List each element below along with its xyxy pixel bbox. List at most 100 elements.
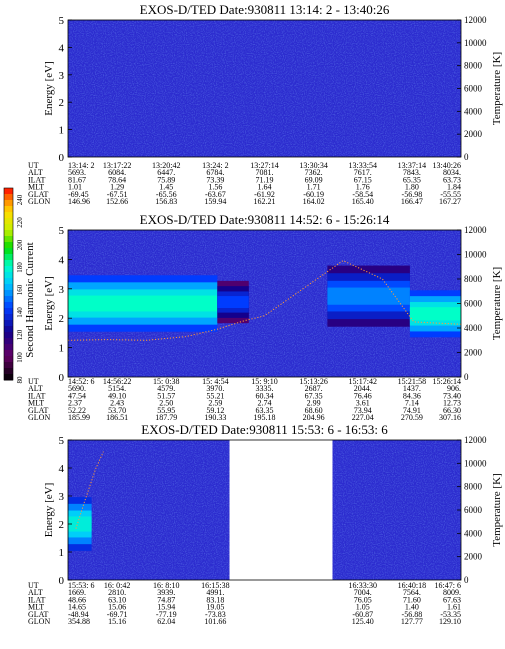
colorbar-swatch bbox=[4, 236, 13, 243]
y-tick-label: 0 bbox=[59, 372, 65, 384]
table-cell: 1.84 bbox=[447, 183, 461, 192]
table-row-label: ILAT bbox=[28, 175, 45, 184]
table-cell: -55.55 bbox=[440, 190, 461, 199]
y-tick-label: 0 bbox=[59, 152, 65, 164]
table-row-label: GLAT bbox=[28, 406, 49, 415]
table-cell: 51.57 bbox=[157, 391, 175, 400]
y2-tick-label: 0 bbox=[464, 372, 469, 382]
table-cell: 68.60 bbox=[305, 406, 323, 415]
table-cell: 186.51 bbox=[106, 413, 128, 422]
colorbar-tick-label: 220 bbox=[16, 217, 24, 228]
table-cell: 1.56 bbox=[208, 183, 222, 192]
table-cell: 16:15:38 bbox=[201, 581, 229, 590]
table-cell: 2.37 bbox=[68, 399, 82, 408]
table-cell: 162.21 bbox=[254, 197, 276, 206]
table-cell: 13:30:34 bbox=[299, 161, 327, 170]
colorbar-swatch bbox=[4, 350, 13, 357]
y2-tick-label: 0 bbox=[464, 575, 469, 585]
table-cell: 159.94 bbox=[204, 197, 226, 206]
colorbar-tick-label: 100 bbox=[16, 352, 24, 363]
y2-tick-label: 8000 bbox=[464, 61, 483, 71]
table-cell: 8009. bbox=[443, 588, 461, 597]
table-cell: 8034. bbox=[443, 168, 461, 177]
table-cell: 1.64 bbox=[258, 183, 272, 192]
y2-axis-label: Temperature [K] bbox=[491, 267, 503, 340]
spectrogram-band bbox=[327, 287, 410, 305]
colorbar-swatch bbox=[4, 314, 13, 321]
table-cell: 1.01 bbox=[68, 183, 82, 192]
table-cell: 270.59 bbox=[401, 413, 423, 422]
table-cell: 13:37:14 bbox=[398, 161, 426, 170]
table-row-label: MLT bbox=[28, 399, 44, 408]
table-cell: 227.04 bbox=[352, 413, 374, 422]
table-cell: 67.35 bbox=[305, 391, 323, 400]
table-cell: 2.99 bbox=[307, 399, 321, 408]
table-cell: 16:33:30 bbox=[349, 581, 377, 590]
table-cell: 307.16 bbox=[439, 413, 461, 422]
table-cell: 1437. bbox=[403, 384, 421, 393]
y2-tick-label: 2000 bbox=[464, 552, 483, 562]
table-row-label: UT bbox=[28, 161, 39, 170]
table-row-label: ALT bbox=[28, 384, 43, 393]
y2-tick-label: 4000 bbox=[464, 106, 483, 116]
table-cell: 5693. bbox=[68, 168, 86, 177]
table-cell: 15.06 bbox=[108, 603, 126, 612]
table-cell: 14:56:22 bbox=[103, 377, 131, 386]
colorbar-swatch bbox=[4, 224, 13, 231]
table-cell: 1.80 bbox=[405, 183, 419, 192]
table-cell: 48.66 bbox=[68, 595, 86, 604]
y2-tick-label: 10000 bbox=[464, 458, 487, 468]
table-cell: 2044. bbox=[354, 384, 372, 393]
table-cell: 83.18 bbox=[206, 595, 224, 604]
table-cell: 187.79 bbox=[155, 413, 177, 422]
table-cell: 59.12 bbox=[206, 406, 224, 415]
table-cell: 13:17:22 bbox=[103, 161, 131, 170]
temperature-trace bbox=[75, 451, 104, 529]
table-row-label: UT bbox=[28, 377, 39, 386]
y2-tick-label: 8000 bbox=[464, 274, 483, 284]
y2-tick-label: 6000 bbox=[464, 299, 483, 309]
table-cell: 2.74 bbox=[258, 399, 272, 408]
y-axis-label: Energy [eV] bbox=[43, 61, 55, 115]
table-cell: 71.19 bbox=[256, 175, 274, 184]
colorbar-swatch bbox=[4, 374, 13, 381]
colorbar-swatch bbox=[4, 302, 13, 309]
table-cell: 76.05 bbox=[354, 595, 372, 604]
table-cell: 67.63 bbox=[443, 595, 461, 604]
table-cell: -61.92 bbox=[254, 190, 275, 199]
panel-title: EXOS-D/TED Date:930811 13:14: 2 - 13:40:… bbox=[140, 2, 390, 17]
table-cell: -48.94 bbox=[68, 610, 89, 619]
colorbar-swatch bbox=[4, 194, 13, 201]
table-row-label: MLT bbox=[28, 603, 44, 612]
table-cell: 6084. bbox=[108, 168, 126, 177]
table-cell: 13:14: 2 bbox=[68, 161, 94, 170]
table-cell: -56.98 bbox=[402, 190, 423, 199]
colorbar-label: Second Harmonic Current bbox=[24, 242, 36, 357]
y-tick-label: 3 bbox=[59, 284, 65, 296]
y-axis-label: Energy [eV] bbox=[43, 276, 55, 330]
y-tick-label: 5 bbox=[59, 435, 65, 447]
table-cell: 16: 8:10 bbox=[153, 581, 179, 590]
table-row-label: ALT bbox=[28, 168, 43, 177]
colorbar-tick-label: 120 bbox=[16, 329, 24, 340]
table-cell: 13:40:26 bbox=[433, 161, 461, 170]
table-cell: 78.64 bbox=[108, 175, 126, 184]
table-cell: -58.54 bbox=[352, 190, 373, 199]
table-cell: 13:27:14 bbox=[250, 161, 278, 170]
table-cell: -77.19 bbox=[156, 610, 177, 619]
table-cell: 1.40 bbox=[405, 603, 419, 612]
y2-tick-label: 10000 bbox=[464, 250, 487, 260]
table-cell: 1.29 bbox=[110, 183, 124, 192]
panels: EXOS-D/TED Date:930811 13:14: 2 - 13:40:… bbox=[28, 2, 503, 626]
table-cell: 4991. bbox=[206, 588, 224, 597]
colorbar-swatch bbox=[4, 356, 13, 363]
table-cell: 16: 0:42 bbox=[104, 581, 130, 590]
y2-tick-label: 2000 bbox=[464, 129, 483, 139]
table-cell: -56.88 bbox=[402, 610, 423, 619]
table-cell: -63.67 bbox=[205, 190, 226, 199]
y-tick-label: 1 bbox=[59, 343, 65, 355]
table-cell: 73.39 bbox=[206, 175, 224, 184]
y2-axis-label: Temperature [K] bbox=[491, 473, 503, 546]
table-cell: 2.50 bbox=[159, 399, 173, 408]
table-cell: 69.09 bbox=[305, 175, 323, 184]
